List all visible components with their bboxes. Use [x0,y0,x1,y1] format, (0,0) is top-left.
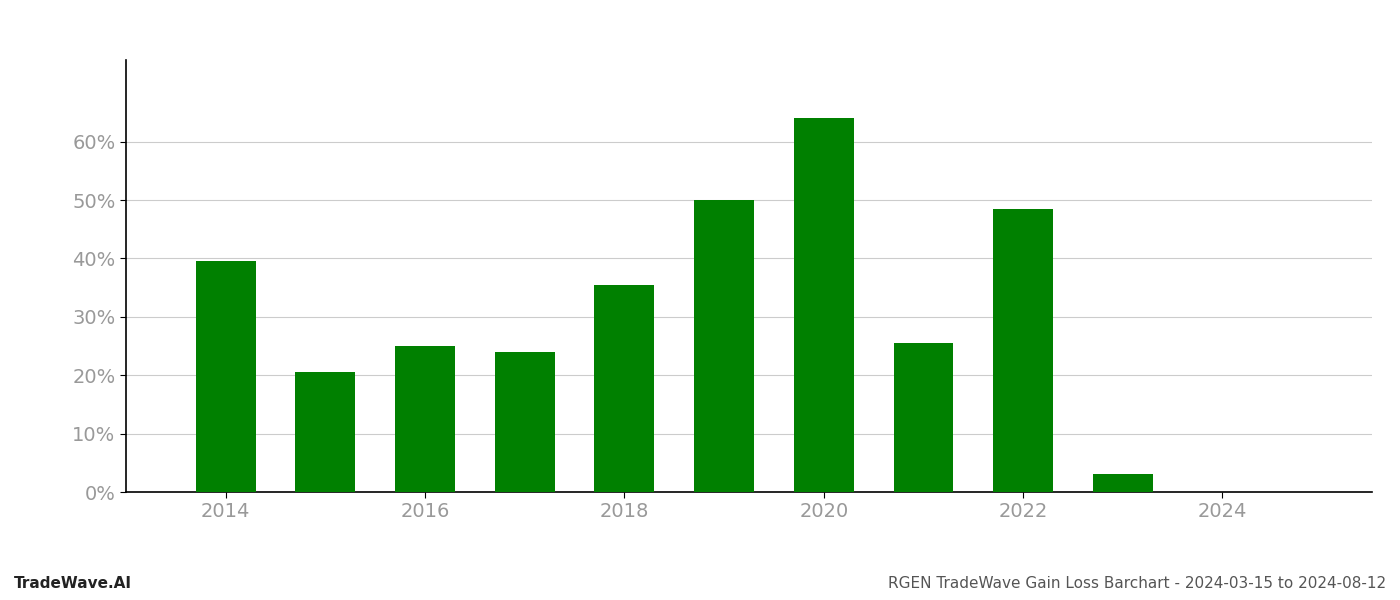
Bar [395,346,455,492]
Bar [494,352,554,492]
Bar [1093,475,1152,492]
Text: TradeWave.AI: TradeWave.AI [14,576,132,591]
Bar [694,200,755,492]
Bar [794,118,854,492]
Bar [893,343,953,492]
Bar [595,285,654,492]
Bar [993,209,1053,492]
Bar [196,262,256,492]
Bar [295,373,356,492]
Text: RGEN TradeWave Gain Loss Barchart - 2024-03-15 to 2024-08-12: RGEN TradeWave Gain Loss Barchart - 2024… [888,576,1386,591]
